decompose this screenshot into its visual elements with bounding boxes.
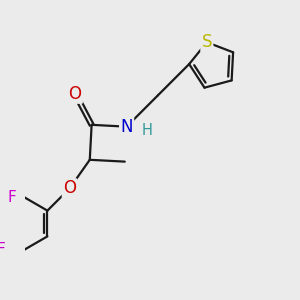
Text: F: F bbox=[8, 190, 16, 205]
Text: O: O bbox=[63, 179, 76, 197]
Text: S: S bbox=[202, 33, 212, 51]
Text: N: N bbox=[120, 118, 133, 136]
Text: F: F bbox=[0, 242, 5, 257]
Text: O: O bbox=[69, 85, 82, 103]
Text: H: H bbox=[141, 123, 152, 138]
